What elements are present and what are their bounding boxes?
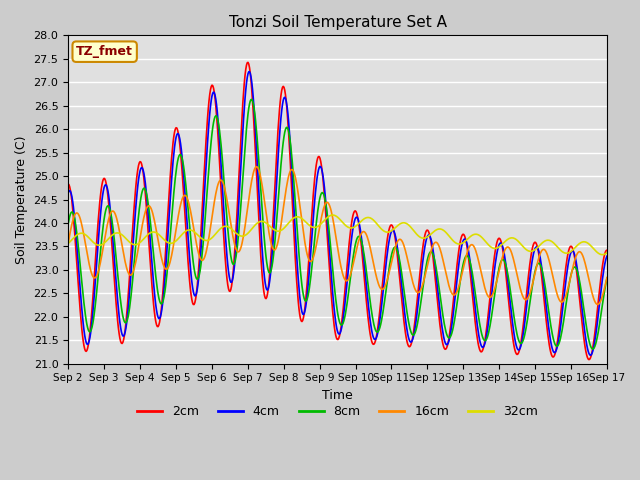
4cm — [64, 190, 72, 196]
Line: 2cm: 2cm — [68, 62, 607, 360]
Title: Tonzi Soil Temperature Set A: Tonzi Soil Temperature Set A — [228, 15, 447, 30]
8cm — [129, 269, 137, 275]
16cm — [594, 301, 602, 307]
32cm — [419, 235, 427, 241]
8cm — [419, 281, 427, 287]
2cm — [419, 240, 427, 246]
32cm — [603, 250, 611, 256]
X-axis label: Time: Time — [322, 389, 353, 402]
2cm — [603, 247, 611, 253]
8cm — [184, 206, 192, 212]
32cm — [598, 252, 606, 258]
8cm — [64, 222, 72, 228]
2cm — [74, 276, 82, 282]
32cm — [129, 241, 137, 247]
32cm — [404, 221, 412, 227]
Line: 32cm: 32cm — [68, 215, 607, 255]
4cm — [419, 254, 427, 260]
4cm — [212, 102, 220, 108]
4cm — [129, 237, 137, 243]
2cm — [212, 112, 220, 118]
16cm — [64, 241, 72, 247]
16cm — [212, 187, 220, 193]
Y-axis label: Soil Temperature (C): Soil Temperature (C) — [15, 135, 28, 264]
32cm — [74, 231, 82, 237]
16cm — [184, 198, 192, 204]
4cm — [74, 256, 82, 262]
8cm — [603, 276, 611, 281]
Line: 16cm: 16cm — [68, 167, 607, 304]
2cm — [129, 216, 137, 221]
8cm — [212, 113, 220, 119]
16cm — [129, 268, 137, 274]
16cm — [252, 164, 260, 169]
Line: 8cm: 8cm — [68, 99, 607, 349]
4cm — [587, 352, 595, 358]
2cm — [404, 341, 412, 347]
16cm — [419, 279, 427, 285]
Text: TZ_fmet: TZ_fmet — [76, 45, 133, 58]
16cm — [404, 257, 412, 263]
2cm — [184, 259, 192, 264]
4cm — [246, 69, 253, 74]
8cm — [589, 346, 596, 352]
4cm — [603, 253, 611, 259]
32cm — [64, 240, 72, 246]
Line: 4cm: 4cm — [68, 72, 607, 355]
8cm — [74, 240, 82, 245]
16cm — [74, 211, 82, 216]
32cm — [329, 212, 337, 218]
32cm — [184, 227, 192, 233]
2cm — [64, 181, 72, 187]
16cm — [603, 275, 611, 280]
8cm — [404, 313, 412, 319]
2cm — [244, 60, 252, 65]
4cm — [404, 331, 412, 336]
32cm — [212, 230, 220, 236]
Legend: 2cm, 4cm, 8cm, 16cm, 32cm: 2cm, 4cm, 8cm, 16cm, 32cm — [132, 400, 543, 423]
2cm — [585, 357, 593, 362]
4cm — [184, 235, 192, 240]
8cm — [248, 96, 255, 102]
